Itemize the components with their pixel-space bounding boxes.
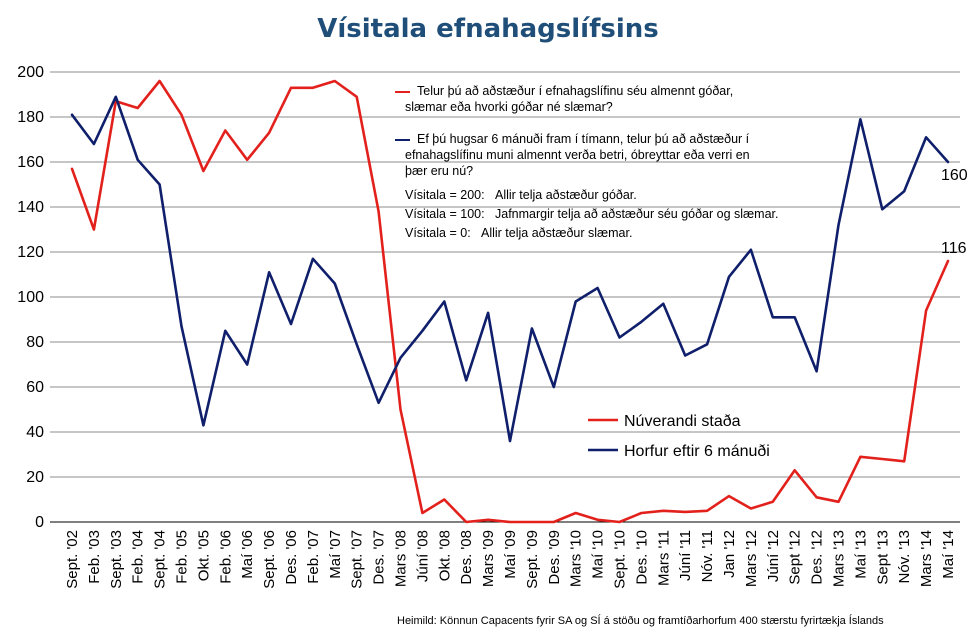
x-tick-label: Jan '12 (721, 530, 738, 578)
chart-title: Vísitala efnahagslífsins (317, 14, 659, 44)
legend-label-blue: Horfur eftir 6 mánuði (624, 443, 770, 460)
x-tick-label: Mars '11 (655, 530, 672, 586)
x-tick-label: Maí '10 (590, 530, 607, 579)
grid (50, 71, 960, 523)
x-tick-label: Sept. '02 (64, 530, 81, 589)
x-tick-label: Sept. '03 (108, 530, 125, 589)
x-tick-label: Sept '12 (787, 530, 804, 585)
x-tick-labels: Sept. '02 Feb. '03 Sept. '03 Feb. '04 Sept. … (64, 530, 957, 589)
x-tick-label: Des. '09 (546, 530, 563, 585)
annotation-q1-line2: slæmar eða hvorki góðar né slæmar? (405, 100, 613, 114)
annotation-idx0-label: Vísitala = 0: (405, 226, 471, 240)
x-tick-label: Maí '07 (327, 530, 344, 579)
y-tick-label: 180 (17, 109, 44, 126)
x-tick-label: Mars '14 (918, 530, 935, 587)
y-tick-labels: 0 20 40 60 80 100 120 140 160 180 200 (17, 64, 44, 531)
annotation-idx200-text: Allir telja aðstæður góðar. (495, 188, 637, 202)
y-tick-label: 60 (26, 379, 44, 396)
series-line-nuverandi-stada (70, 79, 950, 524)
x-tick-label: Sept. '04 (152, 530, 169, 589)
x-tick-label: Des. '06 (283, 530, 300, 585)
y-tick-label: 120 (17, 244, 44, 261)
y-tick-label: 0 (35, 514, 44, 531)
x-tick-label: Mars '12 (743, 530, 760, 587)
end-label-red: 116 (941, 240, 967, 257)
x-tick-label: Maí '13 (852, 530, 869, 579)
x-tick-label: Des. '08 (458, 530, 475, 585)
x-tick-label: Nóv. '13 (896, 530, 913, 583)
x-tick-label: Júní '08 (414, 530, 431, 582)
x-tick-label: Des. '07 (371, 530, 388, 585)
annotation-q1-line1: Telur þú að aðstæður í efnahagslífinu sé… (417, 84, 733, 98)
x-tick-label: Des. '12 (809, 530, 826, 585)
x-tick-label: Nóv. '11 (699, 530, 716, 582)
x-tick-label: Sept. '10 (612, 530, 629, 589)
x-tick-label: Sept. '07 (349, 530, 366, 589)
series (70, 79, 950, 524)
source-note: Heimild: Könnun Capacents fyrir SA og SÍ… (397, 614, 884, 627)
annotation-q2-line1: Ef þú hugsar 6 mánuði fram í tímann, tel… (417, 132, 750, 146)
x-tick-label: Sept. '06 (261, 530, 278, 589)
x-tick-label: Mars '13 (831, 530, 848, 587)
y-tick-label: 100 (17, 289, 44, 306)
x-tick-label: Feb. '03 (86, 530, 103, 584)
x-tick-label: Maí '14 (940, 530, 957, 579)
annotation-q2-line2: efnahagslífinu muni almennt verða betri,… (405, 148, 750, 162)
x-tick-label: Sept '13 (874, 530, 891, 585)
annotation-idx100-text: Jafnmargir telja að aðstæður séu góðar o… (495, 207, 778, 221)
x-tick-label: Mars '09 (480, 530, 497, 587)
annotation-box: Telur þú að aðstæður í efnahagslífinu sé… (395, 84, 778, 240)
x-tick-label: Okt. '08 (436, 530, 453, 581)
end-label-blue: 160 (941, 167, 968, 184)
annotation-idx0-text: Allir telja aðstæður slæmar. (481, 226, 632, 240)
annotation-idx200-label: Vísitala = 200: (405, 188, 485, 202)
x-tick-label: Feb. '07 (305, 530, 322, 584)
x-tick-label: Júní '11 (677, 530, 694, 581)
x-tick-label: Júní '12 (765, 530, 782, 582)
y-tick-label: 140 (17, 199, 44, 216)
y-tick-label: 80 (26, 334, 44, 351)
y-tick-label: 20 (26, 469, 44, 486)
y-tick-label: 200 (17, 64, 44, 81)
x-tick-label: Mars '08 (393, 530, 410, 587)
x-tick-label: Feb. '04 (130, 530, 147, 584)
x-tick-label: Des. '10 (633, 530, 650, 585)
annotation-idx100-label: Vísitala = 100: (405, 207, 485, 221)
x-tick-label: Sept. '09 (524, 530, 541, 589)
y-tick-label: 40 (26, 424, 44, 441)
x-tick-label: Maí '09 (502, 530, 519, 579)
x-tick-label: Feb. '05 (174, 530, 191, 584)
x-tick-label: Okt. '05 (195, 530, 212, 581)
annotation-q2-line3: þær eru nú? (405, 164, 473, 178)
series-line-horfur (70, 95, 950, 443)
y-tick-label: 160 (17, 154, 44, 171)
legend-label-red: Núverandi staða (624, 413, 741, 430)
x-tick-label: Mars '10 (568, 530, 585, 587)
x-tick-label: Maí '06 (239, 530, 256, 579)
x-tick-label: Feb. '06 (217, 530, 234, 584)
legend: Núverandi staða Horfur eftir 6 mánuði (588, 413, 770, 460)
